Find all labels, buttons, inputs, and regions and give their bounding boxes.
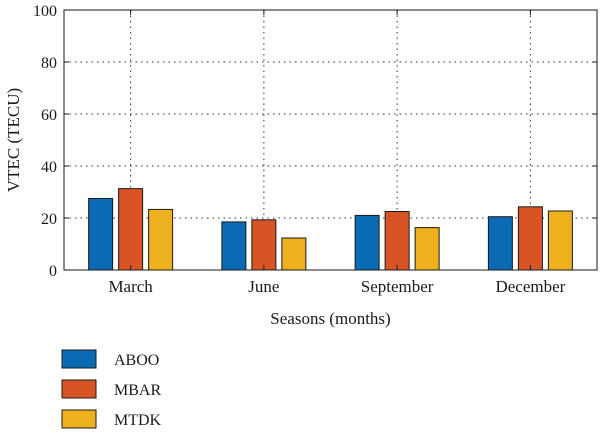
legend-item-mtdk: MTDK — [61, 409, 162, 429]
bar-aboo-june — [221, 221, 247, 271]
bar-aboo-march — [88, 198, 114, 271]
y-tick-label: 80 — [41, 55, 57, 72]
bar-mbar-june — [251, 219, 277, 271]
bar-mtdk-september — [414, 227, 440, 271]
legend-swatch — [61, 379, 97, 399]
bars — [88, 188, 573, 271]
x-tick-label: December — [495, 277, 565, 296]
y-tick-label: 100 — [33, 3, 57, 20]
x-tick-label: March — [108, 277, 153, 296]
grid-lines — [64, 10, 597, 270]
bar-mbar-december — [517, 206, 543, 271]
bar-mtdk-march — [148, 208, 174, 271]
bar-aboo-september — [354, 214, 380, 271]
legend-item-mbar: MBAR — [61, 379, 161, 399]
y-tick-label: 60 — [41, 107, 57, 124]
legend-swatch — [61, 409, 97, 429]
bar-mbar-march — [118, 188, 144, 271]
legend-label: MBAR — [114, 382, 161, 399]
legend-swatch — [61, 349, 97, 369]
plot-frame — [63, 9, 598, 271]
y-axis-label: VTEC (TECU) — [4, 88, 23, 192]
bar-mtdk-december — [547, 210, 573, 271]
bar-mtdk-june — [281, 237, 307, 271]
y-tick-label: 20 — [41, 211, 57, 228]
bar-mbar-september — [384, 211, 410, 271]
bar-aboo-december — [487, 216, 513, 271]
x-axis-label: Seasons (months) — [270, 309, 390, 328]
legend-item-aboo: ABOO — [61, 349, 159, 369]
y-tick-label: 40 — [41, 159, 57, 176]
legend: ABOO MBAR MTDK — [61, 349, 162, 429]
x-tick-label: June — [248, 277, 279, 296]
legend-label: MTDK — [114, 412, 162, 429]
x-tick-label: September — [361, 277, 434, 296]
axis-ticks: 0 20 40 60 80 100 March June September December — [33, 3, 597, 296]
legend-label: ABOO — [114, 352, 159, 369]
y-tick-label: 0 — [49, 263, 57, 280]
